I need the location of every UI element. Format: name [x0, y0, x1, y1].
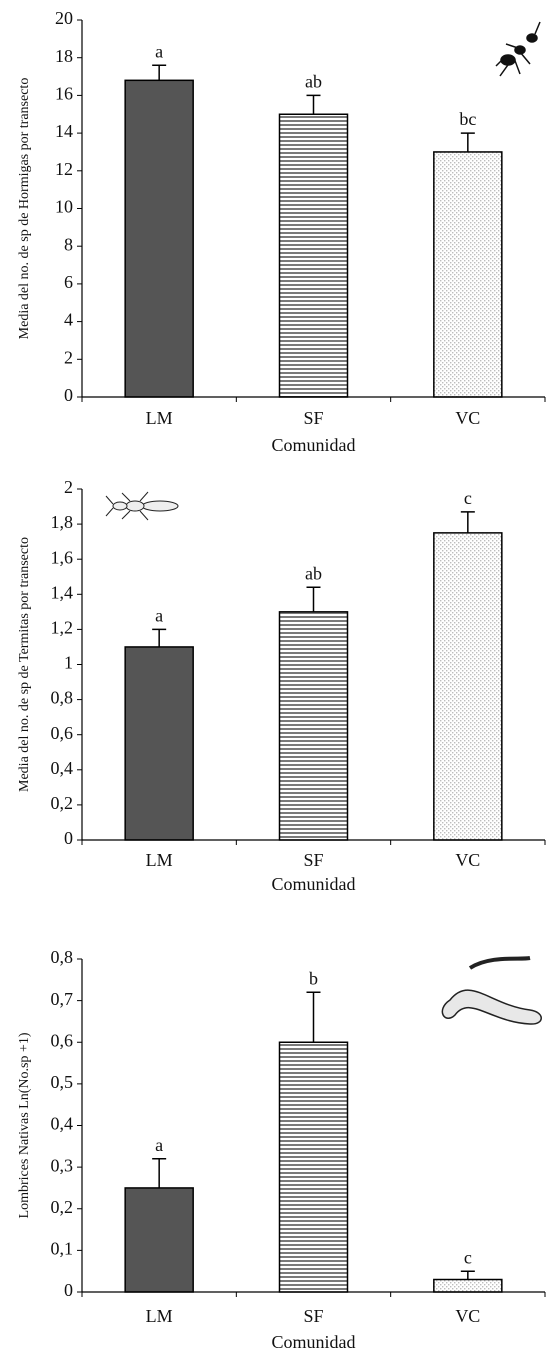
- x-axis-label: Comunidad: [272, 874, 356, 894]
- y-tick-label: 0,1: [51, 1239, 74, 1259]
- annotation: a: [155, 606, 163, 626]
- ant-icon: [496, 22, 540, 76]
- y-tick-label: 0,4: [51, 1114, 74, 1134]
- y-axis-label: Media del no. de sp de Termitas por tran…: [17, 537, 32, 792]
- y-tick-label: 8: [64, 234, 73, 254]
- annotation: a: [155, 1135, 163, 1155]
- y-tick-label: 12: [55, 159, 73, 179]
- y-axis-label: Media del no. de sp de Hormigas por tran…: [17, 78, 32, 340]
- bar: [434, 533, 502, 840]
- y-tick-label: 6: [64, 272, 73, 292]
- x-tick-label: LM: [146, 408, 173, 428]
- y-tick-label: 4: [64, 310, 73, 330]
- error-bar: [461, 512, 475, 533]
- x-tick-label: SF: [303, 408, 323, 428]
- error-bar: [152, 65, 166, 80]
- bar: [280, 1042, 348, 1292]
- bar: [280, 114, 348, 397]
- y-tick-label: 0,6: [51, 723, 74, 743]
- y-tick-label: 2: [64, 347, 73, 367]
- y-tick-label: 2: [64, 477, 73, 497]
- y-axis-label: Lombrices Nativas Ln(No.sp +1): [17, 1032, 32, 1218]
- y-tick-label: 0,8: [51, 947, 74, 967]
- y-tick-label: 0: [64, 1280, 73, 1300]
- x-tick-label: SF: [303, 1306, 323, 1326]
- x-tick-label: VC: [455, 408, 480, 428]
- annotation: ab: [305, 72, 322, 92]
- y-tick-label: 0,2: [51, 1197, 74, 1217]
- y-tick-label: 0: [64, 385, 73, 405]
- y-tick-label: 1: [64, 653, 73, 673]
- x-tick-label: VC: [455, 1306, 480, 1326]
- y-tick-label: 0,4: [51, 758, 74, 778]
- y-tick-label: 0: [64, 828, 73, 848]
- x-axis-label: Comunidad: [272, 1332, 356, 1352]
- y-tick-label: 16: [55, 84, 73, 104]
- bar: [280, 612, 348, 840]
- y-tick-label: 0,6: [51, 1030, 74, 1050]
- y-tick-label: 1,8: [51, 512, 74, 532]
- y-tick-label: 18: [55, 46, 73, 66]
- bar: [125, 80, 193, 397]
- bar: [125, 647, 193, 840]
- x-tick-label: LM: [146, 850, 173, 870]
- bar: [125, 1188, 193, 1292]
- y-tick-label: 0,8: [51, 688, 74, 708]
- bar: [434, 1280, 502, 1292]
- error-bar: [461, 1271, 475, 1279]
- annotation: a: [155, 41, 163, 61]
- y-tick-label: 14: [55, 121, 73, 141]
- annotation: c: [464, 488, 472, 508]
- x-tick-label: LM: [146, 1306, 173, 1326]
- y-tick-label: 0,3: [51, 1155, 74, 1175]
- y-tick-label: 1,2: [51, 618, 74, 638]
- error-bar: [461, 133, 475, 152]
- bar: [434, 152, 502, 397]
- chart: 02468101214161820Media del no. de sp de …: [0, 0, 549, 1359]
- worm-icon: [442, 958, 541, 1024]
- annotation: c: [464, 1247, 472, 1267]
- y-tick-label: 20: [55, 8, 73, 28]
- error-bar: [152, 629, 166, 647]
- x-axis-label: Comunidad: [272, 435, 356, 455]
- annotation: bc: [459, 109, 476, 129]
- error-bar: [307, 95, 321, 114]
- y-tick-label: 10: [55, 197, 73, 217]
- error-bar: [307, 587, 321, 612]
- y-tick-label: 0,7: [51, 989, 74, 1009]
- x-tick-label: SF: [303, 850, 323, 870]
- error-bar: [307, 992, 321, 1042]
- annotation: ab: [305, 563, 322, 583]
- termite-icon: [106, 492, 178, 520]
- y-tick-label: 1,4: [51, 582, 74, 602]
- y-tick-label: 0,2: [51, 793, 74, 813]
- annotation: b: [309, 968, 318, 988]
- x-tick-label: VC: [455, 850, 480, 870]
- y-tick-label: 1,6: [51, 547, 74, 567]
- error-bar: [152, 1159, 166, 1188]
- y-tick-label: 0,5: [51, 1072, 74, 1092]
